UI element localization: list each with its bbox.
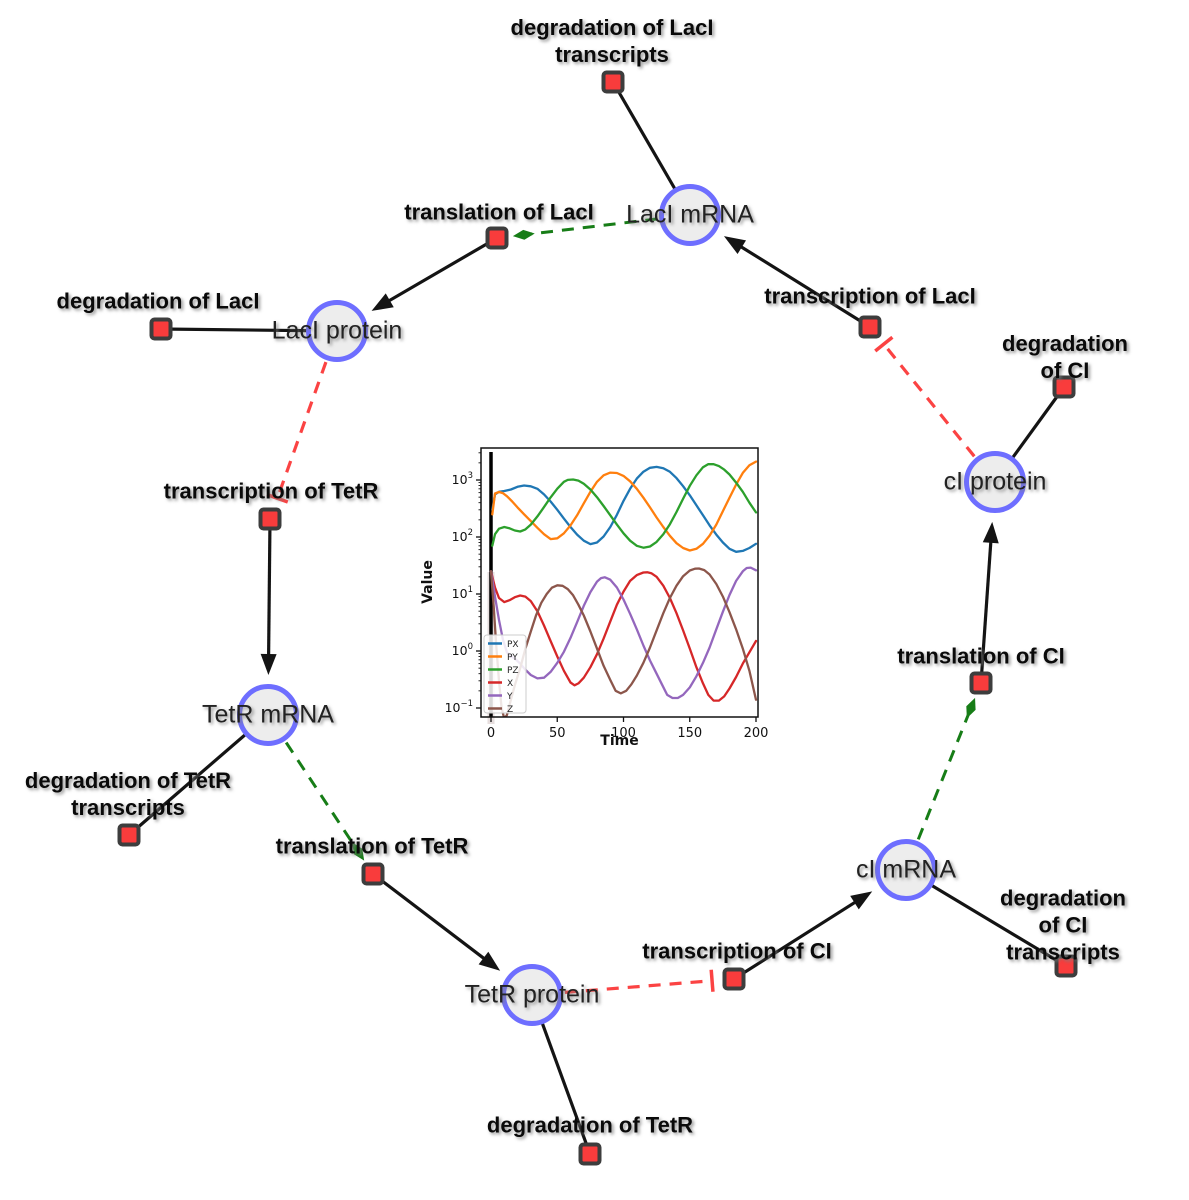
- species-label-tetr-protein: TetR protein: [464, 980, 600, 1009]
- species-node-tetr-mrna[interactable]: [237, 684, 299, 746]
- species-label-tetr-mrna: TetR mRNA: [202, 700, 334, 729]
- edge-transcription-of-tetr-to-tetr-mrna: [260, 518, 277, 676]
- reaction-node-translation-of-tetr[interactable]: [361, 862, 385, 886]
- y-tick-label: 10−1: [445, 699, 473, 715]
- edge-transcription-of-ci-to-ci-mrna: [733, 891, 873, 981]
- chart-legend: PX PY PZ XYZ: [483, 634, 527, 715]
- reaction-label-degradation-of-laci-transcripts: degradation of LacI transcripts: [510, 15, 714, 67]
- reaction-label-translation-of-laci: translation of LacI: [404, 199, 594, 225]
- x-tick-label: 200: [744, 726, 769, 741]
- x-tick-label: 150: [677, 726, 702, 741]
- reaction-label-translation-of-ci: translation of CI: [897, 643, 1065, 669]
- species-node-laci-protein[interactable]: [306, 300, 368, 362]
- series-line-PZ: [491, 462, 758, 549]
- species-label-ci-mrna: cI mRNA: [856, 855, 956, 884]
- species-node-tetr-protein[interactable]: [501, 964, 563, 1026]
- edge-laci-mrna-to-translation-of-laci: [512, 217, 658, 240]
- species-label-laci-mrna: LacI mRNA: [626, 200, 754, 229]
- reaction-node-degradation-of-tetr[interactable]: [578, 1142, 602, 1166]
- reaction-node-transcription-of-tetr[interactable]: [258, 507, 282, 531]
- reaction-label-degradation-of-ci: degradation of CI: [1002, 331, 1128, 383]
- reaction-node-transcription-of-laci[interactable]: [858, 315, 882, 339]
- edge-translation-of-ci-to-ci-protein: [979, 521, 999, 684]
- reaction-node-degradation-of-ci[interactable]: [1052, 375, 1076, 399]
- series-line-X: [489, 570, 758, 702]
- edge-translation-of-tetr-to-tetr-protein: [372, 872, 501, 971]
- reaction-node-degradation-of-laci-transcripts[interactable]: [601, 70, 625, 94]
- edge-tetr-mrna-to-translation-of-tetr: [284, 741, 365, 861]
- species-label-laci-protein: LacI protein: [271, 316, 403, 345]
- edge-ci-mrna-to-degradation-of-ci-transcripts: [905, 868, 1067, 968]
- species-node-ci-mrna[interactable]: [875, 839, 937, 901]
- edge-laci-protein-to-transcription-of-tetr: [266, 361, 328, 504]
- reaction-node-degradation-of-tetr-transcripts[interactable]: [117, 823, 141, 847]
- edge-translation-of-laci-to-laci-protein: [371, 236, 498, 311]
- legend-label-PY: PY: [507, 653, 518, 663]
- legend-label-PZ: PZ: [507, 666, 519, 676]
- axes-box: [480, 447, 759, 718]
- x-axis-title: Time: [600, 733, 638, 749]
- reaction-node-translation-of-laci[interactable]: [485, 226, 509, 250]
- reaction-label-translation-of-tetr: translation of TetR: [275, 833, 469, 859]
- series-line-PY: [491, 460, 758, 552]
- species-node-laci-mrna[interactable]: [659, 184, 721, 246]
- reaction-label-transcription-of-ci: transcription of CI: [642, 938, 832, 964]
- timeseries-chart: 0 50 100 150 20010310210110010−1TimeValuePXP…: [420, 447, 769, 749]
- series-line-PX: [491, 465, 758, 553]
- reaction-node-degradation-of-ci-transcripts[interactable]: [1054, 954, 1078, 978]
- reaction-label-transcription-of-tetr: transcription of TetR: [163, 478, 379, 504]
- legend-label-PX: PX: [507, 640, 519, 650]
- reaction-label-degradation-of-tetr-transcripts: degradation of TetR transcripts: [24, 768, 232, 820]
- timeseries-inset: 0 50 100 150 200 103 102 101 100 10−1 Time Value PX P…: [410, 432, 770, 764]
- species-node-ci-protein[interactable]: [964, 451, 1026, 513]
- x-tick-label: 0: [487, 726, 495, 741]
- species-label-ci-protein: cI protein: [943, 467, 1047, 496]
- edge-transcription-of-laci-to-laci-mrna: [723, 236, 871, 329]
- edge-ci-mrna-to-translation-of-ci: [916, 697, 976, 840]
- edge-tetr-protein-to-transcription-of-ci: [564, 969, 715, 994]
- reaction-node-degradation-of-laci[interactable]: [149, 317, 173, 341]
- x-tick-label: 50: [549, 726, 566, 741]
- reaction-node-translation-of-ci[interactable]: [969, 671, 993, 695]
- y-axis-title: Value: [420, 560, 436, 604]
- reaction-node-transcription-of-ci[interactable]: [722, 967, 746, 991]
- edge-ci-protein-to-transcription-of-laci: [874, 335, 976, 458]
- x-tick-label: 100: [611, 726, 636, 741]
- reaction-label-degradation-of-ci-transcripts: degradation of CI transcripts: [1000, 885, 1126, 965]
- reaction-label-degradation-of-tetr: degradation of TetR: [486, 1112, 694, 1138]
- legend-label-Z: Z: [507, 705, 513, 715]
- y-tick-label: 103: [452, 471, 473, 487]
- legend-label-X: X: [507, 679, 513, 689]
- y-tick-label: 100: [452, 642, 473, 658]
- y-tick-label: 101: [452, 585, 473, 601]
- reaction-label-transcription-of-laci: transcription of LacI: [764, 283, 976, 309]
- legend-label-Y: Y: [506, 692, 513, 702]
- reaction-label-degradation-of-laci: degradation of LacI: [56, 288, 260, 314]
- y-tick-label: 102: [452, 528, 473, 544]
